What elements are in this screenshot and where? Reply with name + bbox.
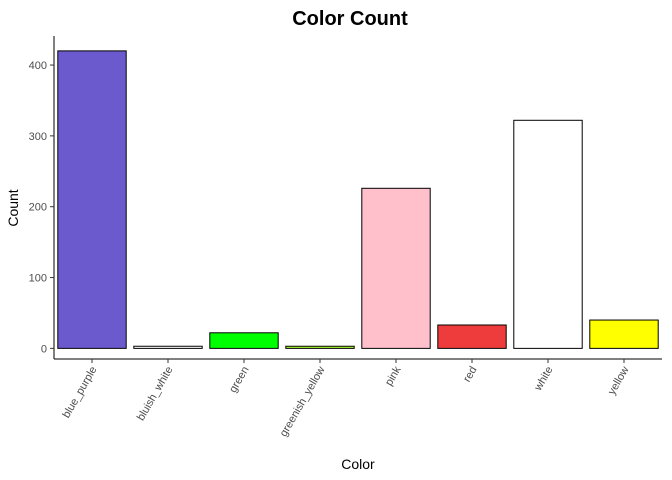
bar-green: [209, 332, 279, 349]
y-tick-label: 400: [29, 60, 47, 72]
bar-pink: [361, 187, 431, 349]
bar-bluish-white: [133, 345, 203, 349]
x-tick-label: red: [461, 365, 479, 385]
bar-greenish-yellow: [285, 345, 355, 349]
x-tick-label: bluish_white: [135, 365, 176, 423]
y-tick-label: 300: [29, 131, 47, 143]
chart-title: Color Count: [292, 8, 408, 30]
y-tick-label: 0: [41, 343, 47, 355]
bar-white: [513, 119, 583, 349]
y-axis-title: Count: [5, 189, 21, 226]
x-tick-label: green: [227, 365, 251, 395]
y-tick-label: 200: [29, 202, 47, 214]
x-axis-title: Color: [341, 456, 375, 472]
y-tick-label: 100: [29, 273, 47, 285]
x-ticks-group: blue_purple bluish_white green greenish_yel…: [60, 359, 632, 439]
x-tick-label: blue_purple: [60, 365, 99, 421]
x-tick-label: greenish_yellow: [278, 364, 328, 438]
x-tick-label: pink: [383, 364, 404, 388]
bars-group: [57, 50, 659, 349]
bar-red: [437, 324, 507, 349]
x-tick-label: yellow: [606, 364, 632, 397]
x-tick-label: white: [532, 365, 556, 394]
y-ticks-group: 0 100 200 300 400: [29, 60, 54, 355]
bar-blue-purple: [57, 50, 127, 349]
bar-yellow: [589, 319, 659, 349]
